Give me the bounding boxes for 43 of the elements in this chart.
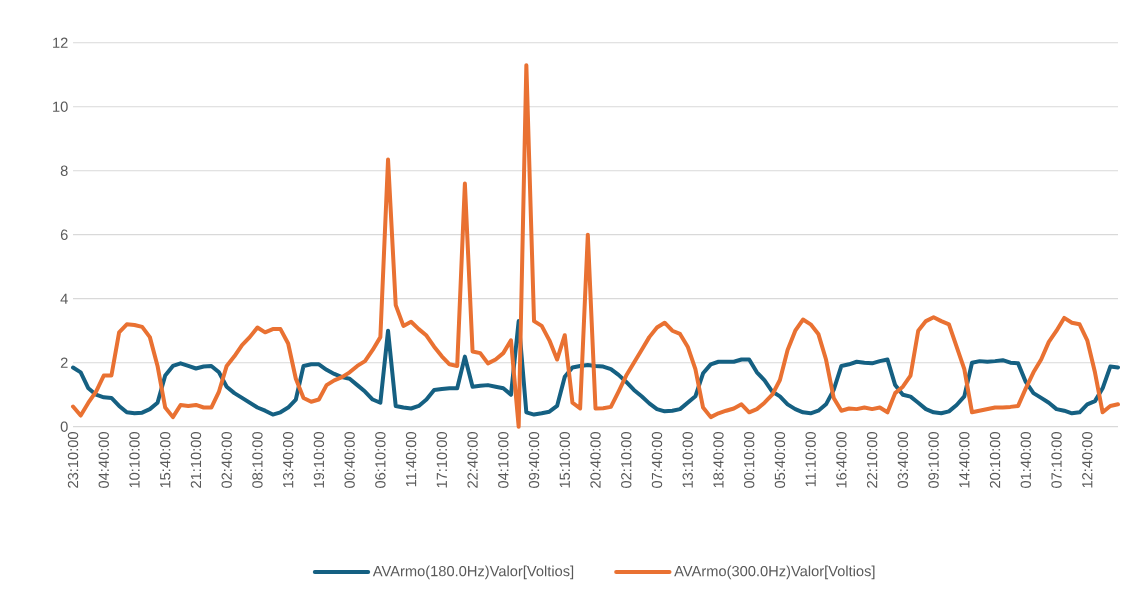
x-tick-label: 11:10:00 xyxy=(805,432,816,487)
x-tick-label: 02:10:00 xyxy=(621,432,632,488)
x-tick-label: 15:10:00 xyxy=(559,432,570,488)
x-tick-label: 20:10:00 xyxy=(989,432,1001,488)
legend-label: AVArmo(300.0Hz)Valor[Voltios] xyxy=(674,565,875,580)
x-tick-label: 13:10:00 xyxy=(682,432,693,488)
x-tick-label: 05:40:00 xyxy=(774,432,786,488)
x-tick-label: 19:10:00 xyxy=(313,432,325,488)
x-tick-label: 07:10:00 xyxy=(1051,432,1062,488)
x-tick-label: 06:10:00 xyxy=(375,432,386,488)
x-tick-label: 12:40:00 xyxy=(1082,432,1093,488)
y-tick-label: 4 xyxy=(60,293,68,304)
x-tick-label: 23:10:00 xyxy=(67,432,79,488)
y-tick-label: 10 xyxy=(53,101,68,112)
x-tick-label: 21:10:00 xyxy=(190,432,202,488)
x-tick-label: 09:40:00 xyxy=(528,432,540,488)
x-tick-label: 00:10:00 xyxy=(744,432,755,488)
y-tick-label: 8 xyxy=(60,165,68,176)
y-tick-label: 0 xyxy=(60,421,68,432)
x-tick-label: 16:40:00 xyxy=(836,432,847,488)
x-tick-label: 00:40:00 xyxy=(344,432,355,488)
x-tick-label: 10:10:00 xyxy=(129,432,140,488)
x-tick-label: 22:40:00 xyxy=(467,432,478,488)
x-tick-label: 08:10:00 xyxy=(252,432,263,488)
y-tick-label: 6 xyxy=(60,229,68,240)
x-tick-label: 03:40:00 xyxy=(897,432,909,488)
y-tick-label: 12 xyxy=(53,37,68,48)
x-tick-label: 07:40:00 xyxy=(651,432,663,488)
x-tick-label: 15:40:00 xyxy=(160,432,171,488)
x-tick-label: 01:40:00 xyxy=(1020,432,1031,488)
x-tick-label: 18:40:00 xyxy=(713,432,724,488)
y-tick-label: 2 xyxy=(60,357,68,368)
x-tick-label: 22:10:00 xyxy=(866,432,878,488)
legend-label: AVArmo(180.0Hz)Valor[Voltios] xyxy=(372,565,574,580)
x-tick-label: 04:40:00 xyxy=(98,432,109,488)
x-tick-label: 17:10:00 xyxy=(436,432,448,488)
x-tick-label: 13:40:00 xyxy=(282,432,294,488)
x-tick-label: 20:40:00 xyxy=(590,432,601,488)
x-tick-label: 14:40:00 xyxy=(959,432,970,488)
x-tick-label: 02:40:00 xyxy=(221,432,232,488)
x-tick-label: 04:10:00 xyxy=(498,432,509,488)
x-tick-label: 09:10:00 xyxy=(928,432,939,488)
x-tick-label: 11:40:00 xyxy=(405,432,417,487)
